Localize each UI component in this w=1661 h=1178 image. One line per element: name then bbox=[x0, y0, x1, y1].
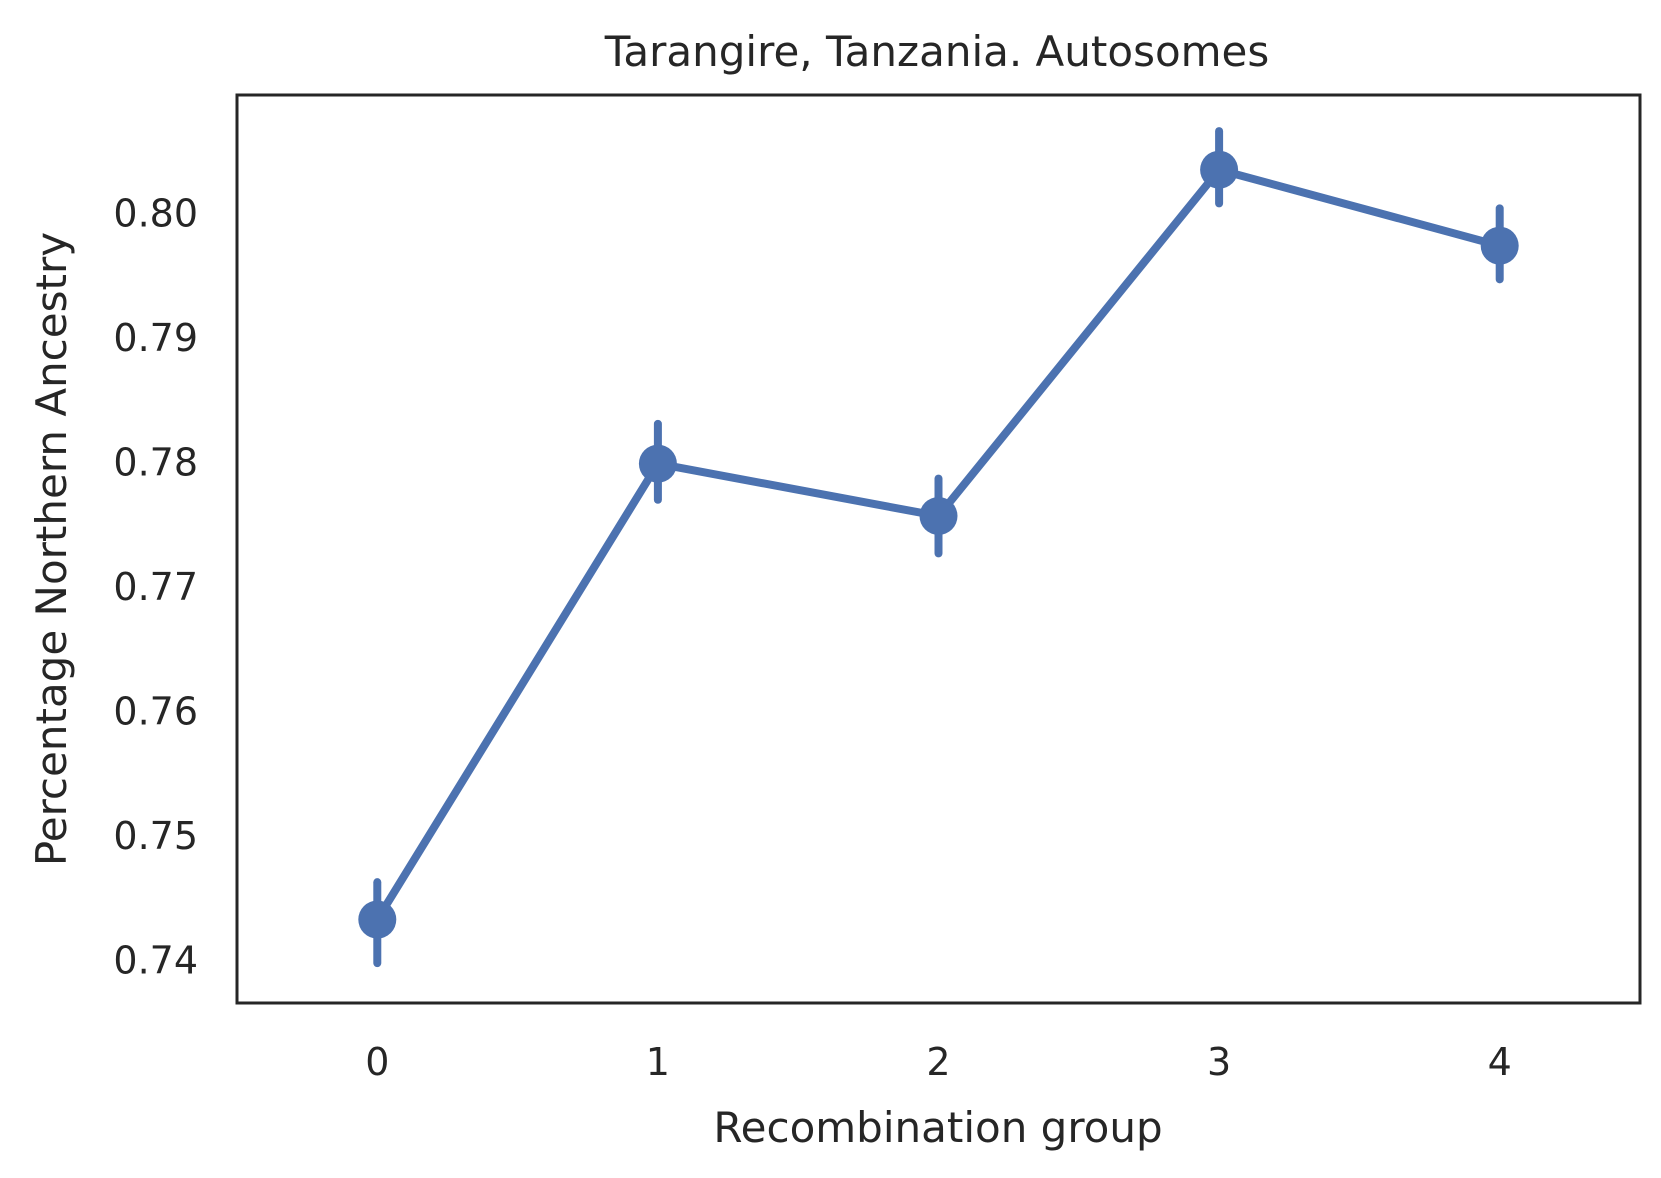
data-point bbox=[919, 496, 958, 535]
x-tick-label: 0 bbox=[365, 1040, 389, 1084]
y-tick-label: 0.76 bbox=[113, 690, 198, 734]
y-tick-label: 0.77 bbox=[113, 565, 198, 609]
x-tick-label: 2 bbox=[926, 1040, 950, 1084]
data-point bbox=[638, 444, 677, 483]
y-axis-label: Percentage Northern Ancestry bbox=[27, 232, 76, 866]
y-axis: 0.74 0.75 0.76 0.77 0.78 0.79 0.80 bbox=[113, 191, 198, 982]
x-axis-label: Recombination group bbox=[713, 1103, 1162, 1152]
y-tick-label: 0.79 bbox=[113, 316, 198, 360]
x-tick-label: 3 bbox=[1207, 1040, 1231, 1084]
y-tick-label: 0.78 bbox=[113, 440, 198, 484]
x-tick-label: 4 bbox=[1488, 1040, 1512, 1084]
data-point bbox=[1200, 150, 1239, 189]
data-point bbox=[1480, 226, 1519, 265]
plot-frame bbox=[235, 93, 1642, 1005]
x-axis: 0 1 2 3 4 bbox=[365, 1040, 1512, 1084]
x-tick-label: 1 bbox=[646, 1040, 670, 1084]
chart-title: Tarangire, Tanzania. Autosomes bbox=[604, 27, 1270, 76]
data-point bbox=[358, 900, 397, 939]
plot-area bbox=[358, 127, 1519, 968]
y-tick-label: 0.74 bbox=[113, 939, 198, 983]
y-tick-label: 0.75 bbox=[113, 814, 198, 858]
y-tick-label: 0.80 bbox=[113, 191, 198, 235]
